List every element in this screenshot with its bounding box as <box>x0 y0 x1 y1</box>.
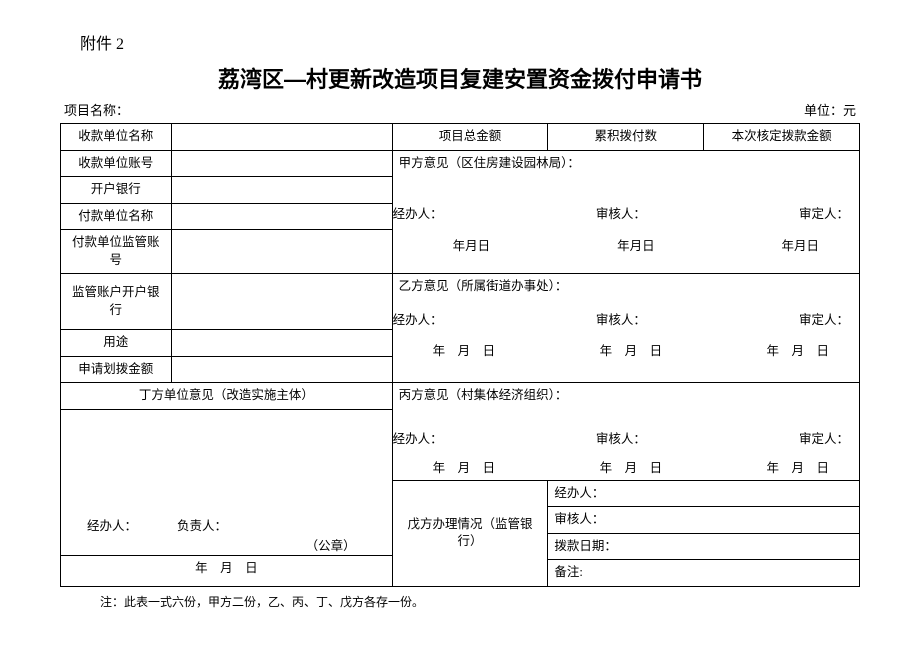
label-supv-bank: 监管账户开户银行 <box>61 274 172 330</box>
bing-date1: 年 月 日 <box>433 460 496 478</box>
page-title: 荔湾区—村更新改造项目复建安置资金拨付申请书 <box>60 62 860 94</box>
jia-date3: 年月日 <box>781 238 819 256</box>
yi-date1: 年 月 日 <box>433 343 496 361</box>
label-usage: 用途 <box>61 330 172 357</box>
yi-date3: 年 月 日 <box>766 343 829 361</box>
jia-reviewer: 审核人： <box>596 206 646 224</box>
label-payee-name: 收款单位名称 <box>61 124 172 151</box>
label-this-approve: 本次核定拨款金额 <box>704 124 860 151</box>
jia-date1: 年月日 <box>453 238 491 256</box>
project-name-label: 项目名称： <box>64 100 129 119</box>
bing-handler: 经办人： <box>393 431 443 449</box>
jia-date2: 年月日 <box>617 238 655 256</box>
label-apply-amount: 申请划拨金额 <box>61 356 172 383</box>
label-total-amount: 项目总金额 <box>392 124 548 151</box>
yi-handler: 经办人： <box>393 312 443 330</box>
yi-opinion-title: 乙方意见（所属街道办事处）： <box>393 274 859 300</box>
ding-responsible: 负责人： <box>177 518 227 536</box>
label-payer-supv-acct: 付款单位监管账号 <box>61 230 172 274</box>
cell-payer-supv-acct-value <box>171 230 392 274</box>
application-form-table: 收款单位名称 项目总金额 累积拨付数 本次核定拨款金额 收款单位账号 甲方意见（… <box>60 123 860 587</box>
wu-reviewer: 审核人： <box>548 507 859 534</box>
jia-opinion-title: 甲方意见（区住房建设园林局）： <box>393 151 859 177</box>
label-cum-paid: 累积拨付数 <box>548 124 704 151</box>
wu-handler: 经办人： <box>548 481 859 507</box>
wu-title: 戊方办理情况（监管银行） <box>392 480 548 586</box>
label-bank: 开户银行 <box>61 177 172 204</box>
cell-payee-acct-value <box>171 150 392 177</box>
bing-date2: 年 月 日 <box>600 460 663 478</box>
footnote: 注：此表一式六份，甲方二份，乙、丙、丁、戊方各存一份。 <box>100 593 860 610</box>
ding-date: 年 月 日 <box>195 561 258 575</box>
ding-seal: （公章） <box>67 538 386 556</box>
wu-inner-table: 经办人： 审核人： 拨款日期： 备注: <box>548 481 859 586</box>
yi-reviewer: 审核人： <box>596 312 646 330</box>
attachment-label: 附件 2 <box>80 30 860 54</box>
cell-supv-bank-value <box>171 274 392 330</box>
label-payer-name: 付款单位名称 <box>61 203 172 230</box>
jia-handler: 经办人： <box>393 206 443 224</box>
wu-remark: 备注: <box>548 560 859 586</box>
bing-date3: 年 月 日 <box>766 460 829 478</box>
bing-reviewer: 审核人： <box>596 431 646 449</box>
label-payee-acct: 收款单位账号 <box>61 150 172 177</box>
cell-usage-value <box>171 330 392 357</box>
cell-payee-name-value <box>171 124 392 151</box>
ding-opinion-title: 丁方单位意见（改造实施主体） <box>61 383 393 410</box>
cell-bank-value <box>171 177 392 204</box>
bing-approver: 审定人： <box>799 431 849 449</box>
yi-approver: 审定人： <box>799 312 849 330</box>
cell-apply-amount-value <box>171 356 392 383</box>
wu-paydate: 拨款日期： <box>548 533 859 560</box>
jia-approver: 审定人： <box>799 206 849 224</box>
yi-date2: 年 月 日 <box>600 343 663 361</box>
unit-label: 单位：元 <box>804 100 856 119</box>
bing-opinion-title: 丙方意见（村集体经济组织）： <box>393 383 859 409</box>
cell-payer-name-value <box>171 203 392 230</box>
ding-handler: 经办人： <box>87 518 137 536</box>
